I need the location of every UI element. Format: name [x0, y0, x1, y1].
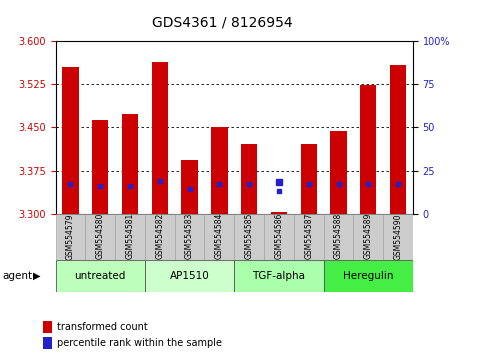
Text: GSM554590: GSM554590 [394, 213, 402, 259]
Bar [56, 214, 85, 260]
Bar [43, 337, 52, 349]
Bar [145, 214, 175, 260]
Bar [145, 260, 234, 292]
Text: GSM554588: GSM554588 [334, 213, 343, 259]
Text: Heregulin: Heregulin [343, 271, 394, 281]
Bar [152, 62, 168, 214]
Text: ▶: ▶ [33, 271, 41, 281]
Text: GSM554586: GSM554586 [274, 213, 284, 259]
Text: GSM554587: GSM554587 [304, 213, 313, 259]
Bar [264, 214, 294, 260]
Bar [43, 321, 52, 333]
Text: transformed count: transformed count [57, 322, 148, 332]
Bar [56, 260, 145, 292]
Bar [115, 214, 145, 260]
Bar [383, 214, 413, 260]
Bar [234, 214, 264, 260]
Bar [300, 144, 317, 214]
Text: agent: agent [2, 271, 32, 281]
Text: untreated: untreated [74, 271, 126, 281]
Text: GSM554585: GSM554585 [245, 213, 254, 259]
Bar [211, 127, 227, 214]
Text: GSM554579: GSM554579 [66, 213, 75, 259]
Bar [330, 131, 347, 214]
Text: GSM554580: GSM554580 [96, 213, 105, 259]
Bar [390, 65, 406, 214]
Bar [175, 214, 204, 260]
Bar [92, 120, 108, 214]
Bar [294, 214, 324, 260]
Bar [234, 260, 324, 292]
Bar [122, 114, 138, 214]
Text: AP1510: AP1510 [170, 271, 210, 281]
Text: percentile rank within the sample: percentile rank within the sample [57, 338, 222, 348]
Text: GSM554582: GSM554582 [156, 213, 164, 259]
Bar [182, 160, 198, 214]
Text: GDS4361 / 8126954: GDS4361 / 8126954 [152, 16, 293, 30]
Bar [324, 260, 413, 292]
Text: GSM554589: GSM554589 [364, 213, 373, 259]
Bar [271, 212, 287, 214]
Text: GSM554581: GSM554581 [126, 213, 134, 259]
Bar [324, 214, 354, 260]
Text: TGF-alpha: TGF-alpha [253, 271, 305, 281]
Bar [241, 144, 257, 214]
Text: GSM554583: GSM554583 [185, 213, 194, 259]
Bar [360, 85, 376, 214]
Bar [354, 214, 383, 260]
Text: GSM554584: GSM554584 [215, 213, 224, 259]
Bar [62, 67, 79, 214]
Bar [204, 214, 234, 260]
Bar [85, 214, 115, 260]
